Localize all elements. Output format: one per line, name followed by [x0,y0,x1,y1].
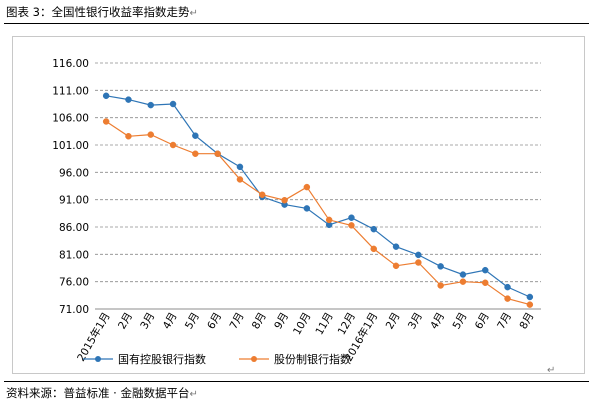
data-point [459,271,467,278]
data-point [169,141,177,149]
y-tick-label: 116.00 [52,58,89,70]
x-tick-label: 4月 [161,311,180,332]
data-point [526,293,534,301]
legend-label: 国有控股银行指数 [118,352,206,366]
data-point [526,301,534,308]
y-tick-label: 71.00 [59,304,89,316]
data-point [370,245,377,253]
data-point [415,251,422,259]
data-point [437,282,444,289]
data-point [169,100,177,108]
line-chart: 71.00 76.00 81.00 86.00 91.00 96.00 101.00 106.… [52,58,541,366]
source-text: 资料来源：普益标准 · 金融数据平台 [6,386,190,400]
caption-label: 图表 3： [6,5,52,19]
x-tick-label: 2015年1月 [74,310,112,364]
x-tick-label: 3月 [406,311,425,332]
data-point [325,216,333,224]
x-tick-label: 3月 [138,311,157,332]
data-point [437,263,444,270]
data-point [147,101,154,109]
series-line [105,121,531,306]
data-point [482,266,489,274]
paragraph-mark-icon: ↵ [547,365,556,376]
data-point [303,183,311,191]
chart-area: 71.00 76.00 81.00 86.00 91.00 96.00 101.00 106.… [12,36,585,374]
y-tick-label: 106.00 [52,113,89,125]
data-point [482,279,489,287]
data-point [236,176,244,183]
y-tick-label: 81.00 [59,249,89,261]
y-tick-label: 91.00 [59,195,89,207]
x-tick-label: 7月 [228,311,247,332]
x-tick-label: 8月 [250,311,269,332]
x-tick-label: 6月 [205,311,224,332]
caption-title: 全国性银行收益率指数走势 [51,5,190,19]
data-point [192,132,199,139]
data-point [504,295,511,302]
data-point [348,222,355,229]
data-point [392,243,400,250]
data-point [370,225,377,233]
data-point [214,150,221,157]
data-point [102,92,110,100]
x-tick-label: 9月 [272,311,291,332]
x-tick-label: 7月 [495,311,514,332]
y-tick-label: 111.00 [52,85,89,97]
data-point [125,133,132,140]
x-tick-label: 4月 [428,311,447,332]
x-tick-label: 6月 [473,311,492,332]
data-point [147,131,154,138]
data-point [459,278,467,285]
data-point [415,259,422,266]
data-point [192,150,199,157]
x-tick-label: 11月 [313,311,335,338]
x-tick-label: 5月 [183,311,202,332]
data-point [125,96,132,103]
data-point [236,163,244,171]
source-note: 资料来源：普益标准 · 金融数据平台↵ [6,385,198,403]
legend-marker [95,356,101,362]
x-tick-label: 8月 [517,311,536,332]
x-tick-label: 12月 [336,311,358,338]
x-tick-label: 10月 [291,311,313,338]
x-tick-label: 2月 [384,311,403,332]
figure-caption: 图表 3：全国性银行收益率指数走势↵ [6,4,198,22]
y-tick-label: 86.00 [59,222,89,234]
data-point [102,118,110,125]
legend-label: 股份制银行指数 [274,352,351,366]
bottom-rule [4,381,589,382]
data-point [392,262,400,270]
x-tick-label: 5月 [451,311,470,332]
y-tick-label: 96.00 [59,167,89,179]
paragraph-mark-icon: ↵ [189,389,198,400]
data-point [281,196,288,204]
data-point [504,283,511,291]
x-tick-label: 2月 [116,311,135,332]
data-point [303,205,311,212]
top-rule [4,23,589,24]
series-line [106,95,531,298]
y-tick-label: 101.00 [52,140,89,152]
data-point [259,191,266,198]
legend-marker [251,356,257,362]
data-point [348,214,355,221]
y-tick-label: 76.00 [59,277,89,289]
paragraph-mark-icon: ↵ [189,8,198,19]
